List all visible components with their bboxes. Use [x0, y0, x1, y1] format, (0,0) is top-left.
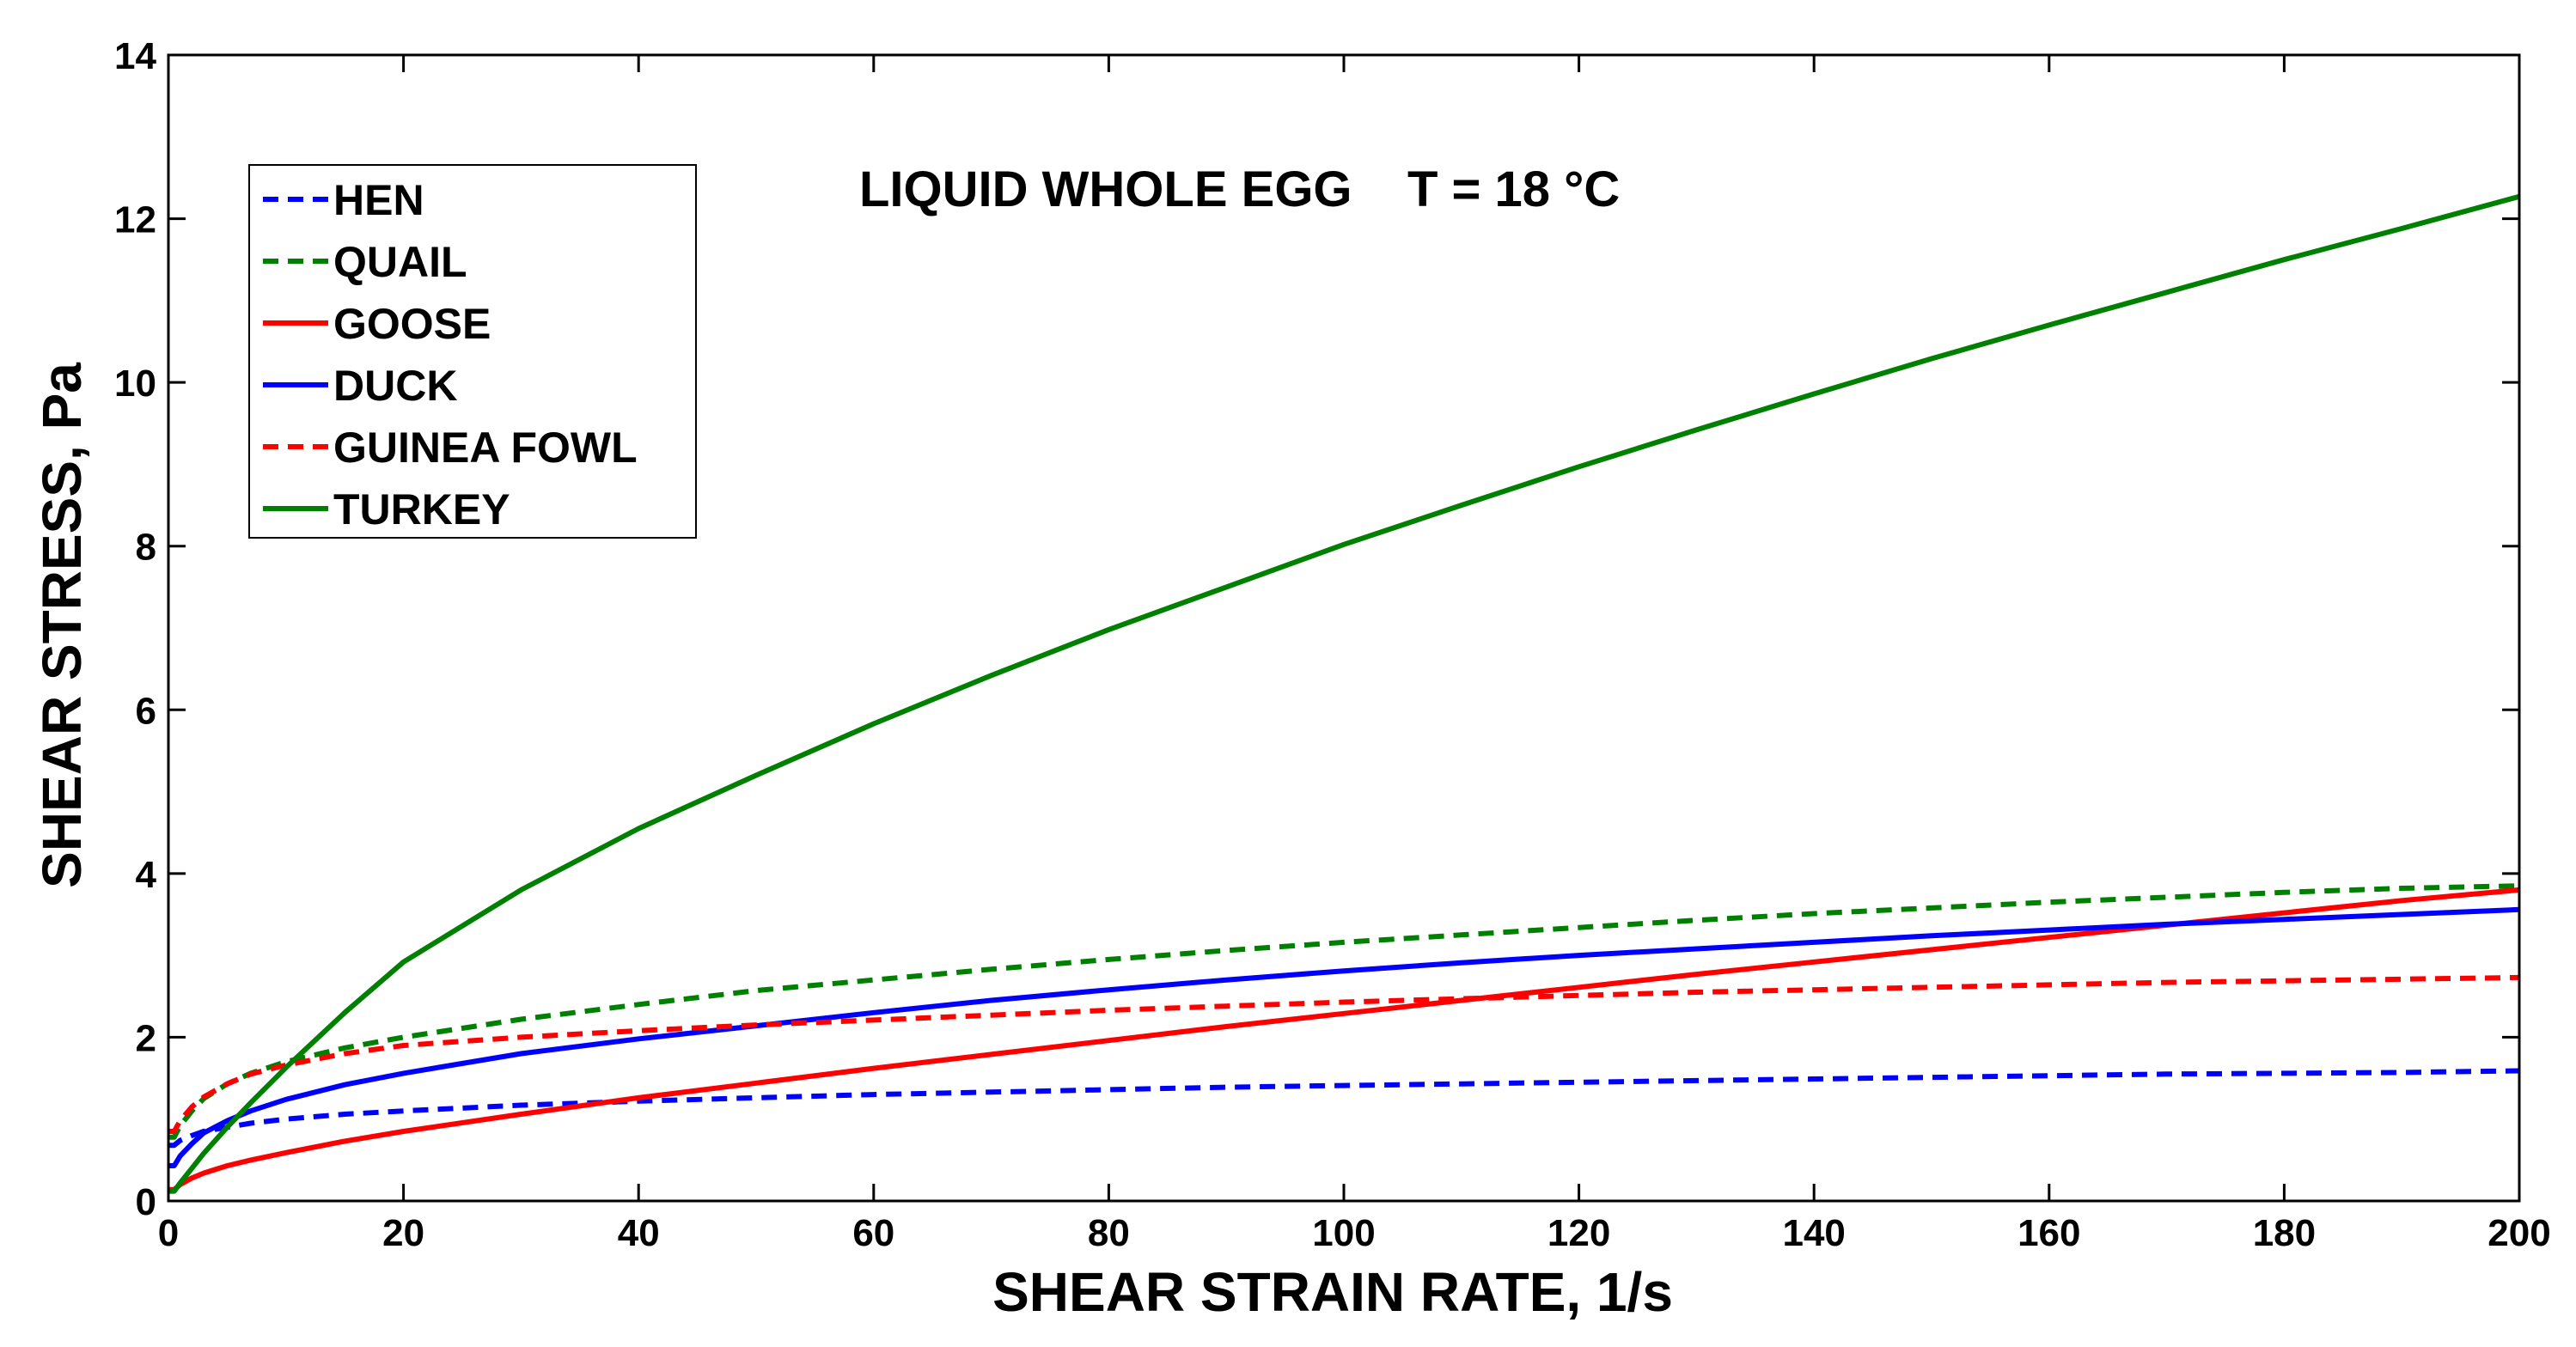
legend-label: DUCK	[333, 362, 457, 410]
axes-layer: 0 20 40 60 80 100 120 140 160 180 200 0 2 4 6 8 10 12 14	[114, 35, 2551, 1254]
series-line-turkey	[168, 193, 2520, 1194]
x-tick-label: 0	[158, 1212, 179, 1254]
series-line-goose	[168, 887, 2520, 1192]
y-axis-title: SHEAR STRESS, Pa	[31, 363, 93, 888]
y-tick-label: 10	[114, 363, 156, 405]
x-tick-label: 160	[2017, 1212, 2080, 1254]
y-tick-label: 4	[136, 854, 157, 896]
chart-title: LIQUID WHOLE EGG T = 18 °C	[859, 162, 1620, 217]
x-tick-label: 120	[1547, 1212, 1610, 1254]
legend-label: TURKEY	[333, 485, 510, 533]
x-tick-label: 80	[1088, 1212, 1130, 1254]
y-tick-label: 2	[136, 1017, 156, 1059]
y-tick-label: 12	[114, 199, 156, 241]
y-tick-label: 8	[136, 527, 156, 569]
x-tick-label: 180	[2253, 1212, 2316, 1254]
series-line-duck	[168, 906, 2520, 1168]
legend-box	[248, 164, 697, 539]
legend-label: QUAIL	[333, 238, 467, 286]
x-axis-title: SHEAR STRAIN RATE, 1/s	[992, 1261, 1673, 1323]
legend-label: HEN	[333, 176, 424, 224]
legend-label: GUINEA FOWL	[333, 424, 638, 472]
x-tick-label: 200	[2487, 1212, 2550, 1254]
series-line-guinea-fowl	[168, 974, 2520, 1134]
x-tick-label: 60	[852, 1212, 894, 1254]
series-line-quail	[168, 883, 2520, 1140]
y-tick-label: 0	[136, 1181, 156, 1223]
x-tick-label: 100	[1312, 1212, 1375, 1254]
x-tick-label: 40	[618, 1212, 660, 1254]
x-tick-label: 140	[1782, 1212, 1845, 1254]
x-tick-label: 20	[382, 1212, 424, 1254]
y-tick-label: 14	[114, 35, 156, 77]
series-layer	[168, 193, 2520, 1194]
legend-label: GOOSE	[333, 300, 491, 348]
legend: HEN QUAIL GOOSE DUCK GUINEA FOWL TURKEY	[248, 164, 697, 539]
y-tick-label: 6	[136, 690, 156, 732]
